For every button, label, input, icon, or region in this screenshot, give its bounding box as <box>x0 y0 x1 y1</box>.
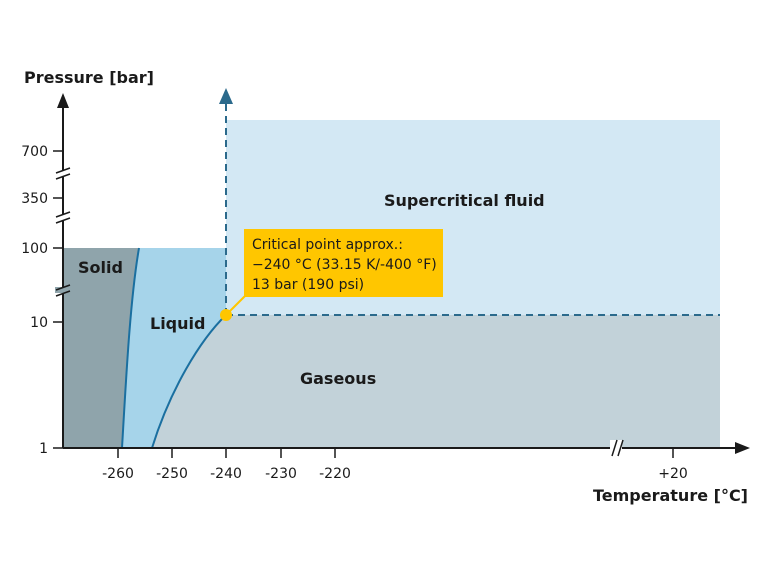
critical-temperature-arrow-icon <box>219 88 233 104</box>
y-tick-label-700: 700 <box>21 144 48 160</box>
x-axis-ticks <box>117 448 674 458</box>
x-tick-label-minus-230: -230 <box>265 466 297 482</box>
y-axis-break-middle <box>55 211 71 224</box>
critical-point-line-3: 13 bar (190 psi) <box>252 277 364 293</box>
x-axis-title: Temperature [°C] <box>593 486 748 505</box>
solid-label: Solid <box>78 258 123 277</box>
y-axis-break-lower <box>55 284 71 297</box>
x-tick-label-minus-240: -240 <box>210 466 242 482</box>
critical-point-callout-box <box>244 229 443 297</box>
gaseous-label: Gaseous <box>300 369 376 388</box>
x-tick-label-minus-260: -260 <box>102 466 134 482</box>
x-tick-label-plus-20: +20 <box>658 466 688 482</box>
liquid-label: Liquid <box>150 314 205 333</box>
y-axis-break-upper <box>55 167 71 180</box>
y-axis-arrow-icon <box>57 93 69 108</box>
vaporization-curve <box>151 314 227 449</box>
y-axis-ticks <box>53 150 63 449</box>
gaseous-region <box>122 315 720 448</box>
x-tick-label-minus-220: -220 <box>319 466 351 482</box>
critical-point-marker <box>220 309 232 321</box>
solid-region <box>63 248 139 448</box>
x-axis-arrow-icon <box>735 442 750 454</box>
liquid-region <box>122 248 226 448</box>
y-axis-title: Pressure [bar] <box>24 68 154 87</box>
y-tick-label-1: 1 <box>39 441 48 457</box>
y-tick-label-100: 100 <box>21 241 48 257</box>
supercritical-fluid-label: Supercritical fluid <box>384 191 545 210</box>
critical-point-line-1: Critical point approx.: <box>252 237 403 253</box>
y-tick-label-10: 10 <box>30 315 48 331</box>
melting-curve <box>121 247 140 449</box>
critical-point-line-2: −240 °C (33.15 K/-400 °F) <box>252 257 437 273</box>
y-tick-label-350: 350 <box>21 191 48 207</box>
x-tick-label-minus-250: -250 <box>156 466 188 482</box>
x-axis-break <box>610 439 624 457</box>
